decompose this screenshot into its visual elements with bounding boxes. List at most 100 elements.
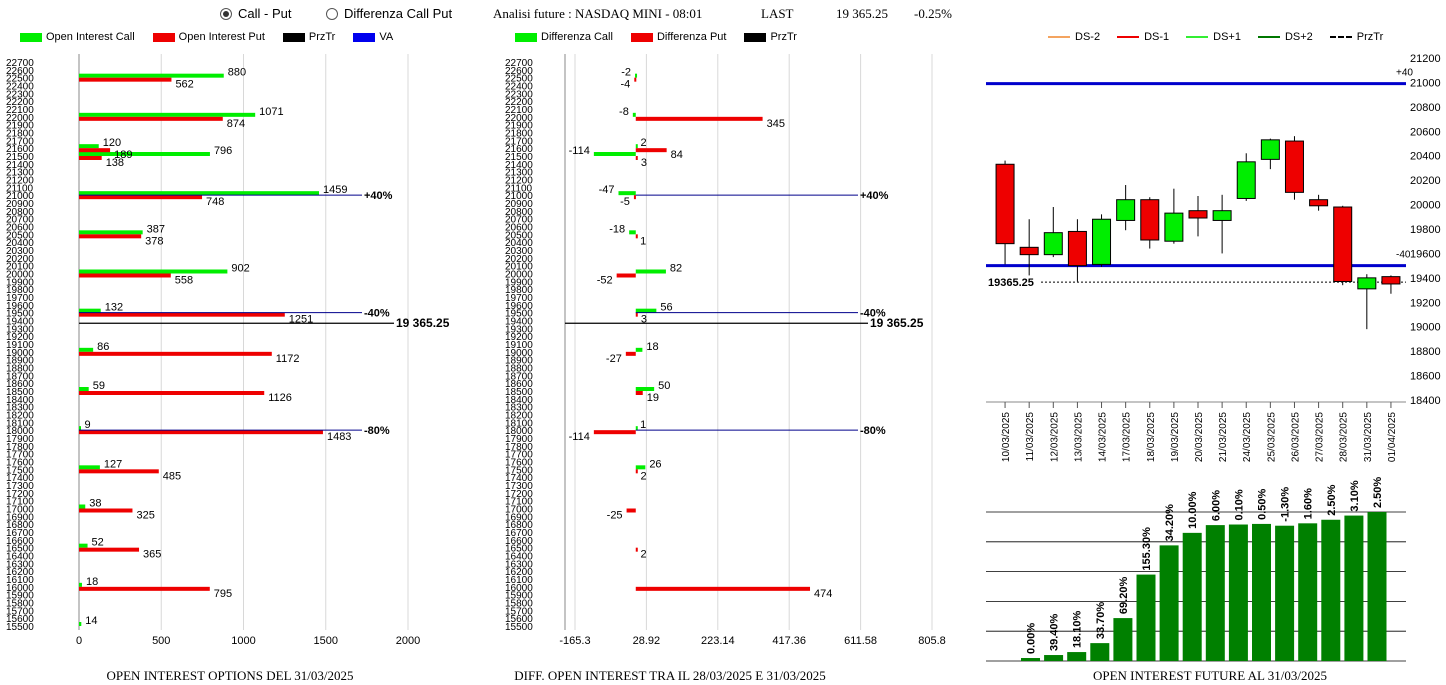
call-bar (79, 144, 99, 149)
y-tick-label: 20400 (6, 238, 34, 249)
call-bar (79, 191, 320, 196)
y-tick-label: 15800 (6, 599, 34, 610)
y-tick-label: 19000 (505, 348, 533, 359)
va-label: +40 (1396, 68, 1413, 79)
put-value-label: 3 (641, 157, 647, 169)
y-tick-label: 22100 (505, 105, 533, 116)
legend-label: Open Interest Call (46, 31, 135, 43)
call-bar (79, 426, 81, 431)
future-bar (1321, 519, 1341, 661)
x-tick-label: 805.8 (918, 635, 946, 647)
put-value-label: 795 (214, 588, 232, 600)
y-tick-label: 19600 (505, 301, 533, 312)
call-value-label: 56 (660, 302, 672, 314)
y-tick-label: 20200 (1410, 175, 1441, 187)
y-tick-label: 20500 (6, 230, 34, 241)
future-bar-label: 33.70% (1095, 602, 1107, 640)
va-label: +40% (860, 190, 889, 202)
y-tick-label: 21700 (6, 136, 34, 147)
future-bar (1344, 515, 1364, 661)
put-value-label: 1483 (327, 431, 351, 443)
put-value-label: 748 (206, 196, 224, 208)
y-tick-label: 15700 (6, 606, 34, 617)
put-bar (79, 430, 323, 435)
put-value-label: 345 (767, 118, 785, 130)
y-tick-label: 17800 (505, 442, 533, 453)
legend-item-oi-call: Open Interest Call (20, 31, 135, 43)
candle-body (1212, 210, 1232, 221)
x-tick-label: 417.36 (772, 635, 806, 647)
put-bar (635, 234, 638, 239)
candle-body (1043, 232, 1063, 256)
y-tick-label: 22400 (505, 82, 533, 93)
y-tick-label: 22200 (505, 97, 533, 108)
y-tick-label: 16300 (6, 559, 34, 570)
put-value-label: 19 (647, 392, 659, 404)
y-tick-label: 22600 (505, 66, 533, 77)
call-bar (79, 230, 143, 235)
put-bar (635, 391, 643, 395)
y-tick-label: 16800 (6, 520, 34, 531)
put-bar (616, 273, 636, 278)
radio-differenza[interactable]: Differenza Call Put (326, 6, 452, 21)
call-value-label: 796 (214, 145, 232, 157)
put-bar (79, 148, 111, 153)
y-tick-label: 21400 (6, 160, 34, 171)
radio-call-put[interactable]: Call - Put (220, 6, 291, 21)
call-value-label: 9 (84, 419, 90, 431)
put-bar (79, 469, 159, 474)
y-tick-label: 21700 (505, 136, 533, 147)
x-tick-label: 0 (76, 635, 82, 647)
x-tick-label: 19/03/2025 (1170, 412, 1181, 462)
legend-item-ds-2: DS-2 (1048, 31, 1100, 43)
y-tick-label: 21500 (6, 152, 34, 163)
legend-item-prztr: PrzTr (744, 31, 797, 43)
y-tick-label: 18200 (505, 411, 533, 422)
candle-body (1019, 246, 1039, 256)
va-label: -80% (860, 425, 886, 437)
put-value-label: 138 (106, 157, 124, 169)
x-tick-label: 17/03/2025 (1122, 412, 1133, 462)
call-bar (79, 347, 94, 352)
y-tick-label: 22200 (6, 97, 34, 108)
y-tick-label: 18000 (505, 426, 533, 437)
y-tick-label: 19800 (505, 285, 533, 296)
put-value-label: 189 (114, 149, 132, 161)
put-bar (79, 77, 172, 82)
y-tick-label: 18400 (505, 395, 533, 406)
y-tick-label: 19200 (505, 332, 533, 343)
call-bar (79, 152, 210, 156)
call-bar (79, 387, 89, 391)
call-value-label: 50 (658, 380, 670, 392)
x-tick-label: 31/03/2025 (1363, 412, 1374, 462)
put-value-label: -52 (597, 275, 613, 287)
top-bar: Call - Put Differenza Call Put Analisi f… (0, 0, 1446, 28)
put-value-label: 378 (145, 235, 163, 247)
y-tick-label: 19700 (6, 293, 34, 304)
y-tick-label: 21900 (505, 121, 533, 132)
y-tick-label: 16800 (505, 520, 533, 531)
va-label: +40% (364, 190, 393, 202)
x-tick-label: 500 (152, 635, 170, 647)
future-bar-label: 0.10% (1233, 489, 1245, 520)
radio-unselected-icon[interactable] (326, 7, 338, 20)
future-bar-label: 2.50% (1372, 477, 1384, 508)
y-tick-label: 18400 (1410, 395, 1441, 407)
future-bar-label: -1.30% (1280, 487, 1292, 522)
y-tick-label: 19400 (1410, 273, 1441, 285)
future-bar (1067, 652, 1087, 661)
future-bar-label: 39.40% (1049, 614, 1061, 652)
y-tick-label: 19900 (6, 277, 34, 288)
y-tick-label: 20700 (505, 215, 533, 226)
future-bar (1090, 643, 1110, 661)
x-tick-label: 27/03/2025 (1315, 412, 1326, 462)
put-value-label: 1126 (268, 392, 292, 404)
call-bar (593, 152, 636, 156)
call-bar (79, 112, 256, 117)
y-tick-label: 16000 (6, 583, 34, 594)
y-tick-label: 17000 (505, 505, 533, 516)
candle-body (1309, 199, 1329, 207)
radio-selected-icon[interactable] (220, 7, 232, 20)
y-tick-label: 16400 (505, 552, 533, 563)
legend-swatch (630, 32, 653, 42)
